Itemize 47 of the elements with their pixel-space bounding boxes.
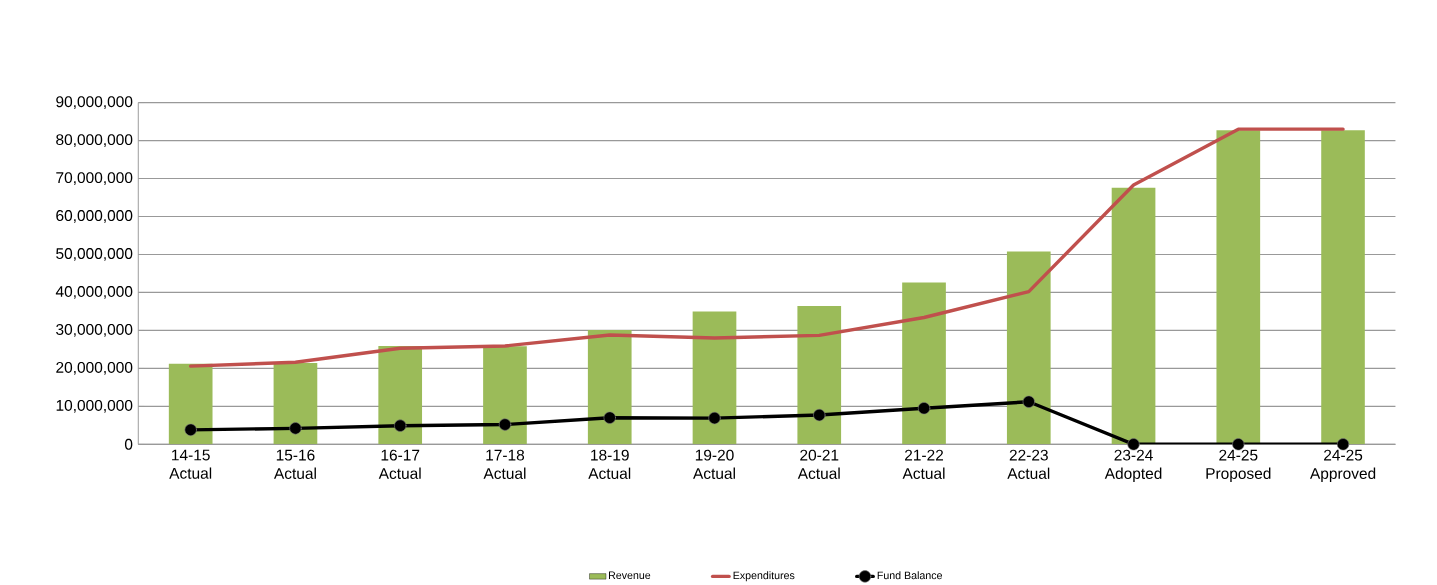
y-tick-label: 10,000,000 xyxy=(56,399,133,413)
bar xyxy=(692,311,737,445)
legend-label: Revenue xyxy=(609,571,651,579)
y-tick-label: 70,000,000 xyxy=(56,172,133,185)
bar xyxy=(483,346,527,445)
line-series xyxy=(188,127,1345,368)
y-tick-label: 20,000,000 xyxy=(56,361,133,375)
y-tick-label: 90,000,000 xyxy=(56,96,133,109)
bar xyxy=(168,363,213,445)
x-tick-label: 18-19 Actual xyxy=(588,449,631,479)
bar xyxy=(797,305,842,445)
y-tick-label: 40,000,000 xyxy=(55,285,133,299)
point xyxy=(813,408,826,422)
bar xyxy=(1321,130,1365,445)
point xyxy=(603,411,616,424)
bar xyxy=(378,345,423,445)
point xyxy=(498,418,512,431)
y-tick-label: 0 xyxy=(124,438,133,450)
bar xyxy=(273,362,318,445)
x-tick-label: 17-18 Actual xyxy=(483,449,526,479)
point xyxy=(394,419,407,432)
y-tick-label: 80,000,000 xyxy=(56,134,133,147)
x-tick-label: 19-20 Actual xyxy=(693,449,735,479)
bar xyxy=(1111,187,1156,445)
bar xyxy=(902,282,946,445)
point xyxy=(708,411,721,425)
y-tick-label: 50,000,000 xyxy=(56,247,133,261)
point xyxy=(289,422,302,435)
bar xyxy=(587,329,632,445)
x-tick-label: 15-16 Actual xyxy=(273,449,316,479)
x-tick-label: 23-24 Adopted xyxy=(1104,449,1162,482)
y-tick-label: 60,000,000 xyxy=(56,209,133,223)
point xyxy=(1022,395,1035,408)
x-tick-label: 20-21 Actual xyxy=(797,449,840,479)
legend-label: Fund Balance xyxy=(877,571,943,580)
y-tick-label: 30,000,000 xyxy=(56,323,133,337)
x-tick-label: 24-25 Approved xyxy=(1309,449,1376,482)
point xyxy=(184,423,197,436)
x-tick-label: 21-22 Actual xyxy=(902,449,945,479)
legend-label: Expenditures xyxy=(733,571,795,582)
bar xyxy=(1216,130,1261,445)
x-tick-label: 24-25 Proposed xyxy=(1206,449,1271,482)
x-tick-label: 14-15 Actual xyxy=(169,449,212,479)
bar xyxy=(1006,251,1051,445)
x-tick-label: 22-23 Actual xyxy=(1007,449,1050,479)
point xyxy=(917,401,931,415)
x-tick-label: 16-17 Actual xyxy=(378,449,421,479)
